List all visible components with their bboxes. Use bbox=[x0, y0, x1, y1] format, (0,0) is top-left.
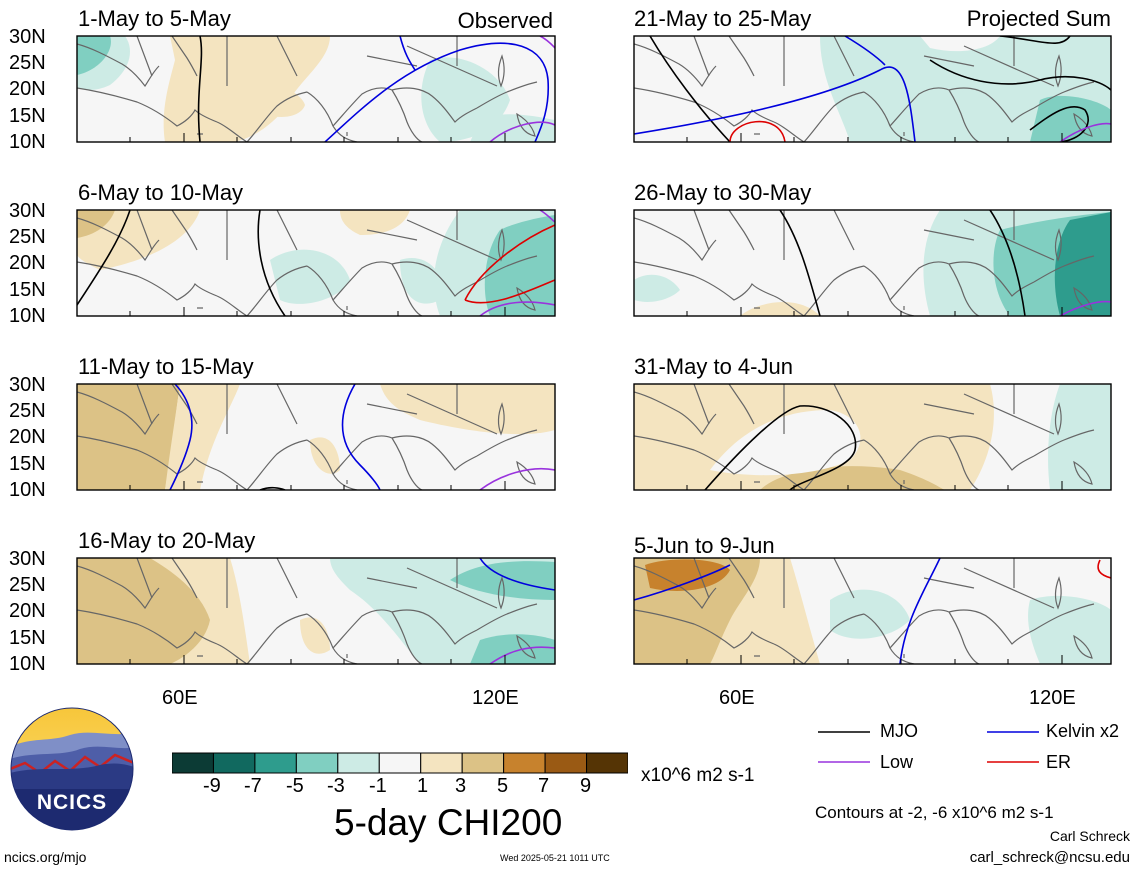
panel-map-4 bbox=[634, 210, 1111, 316]
legend-swatches-left bbox=[818, 731, 870, 763]
panel-title-5: 11-May to 15-May bbox=[78, 354, 254, 379]
colorbar-segment bbox=[503, 752, 546, 774]
colorbar-segment bbox=[586, 752, 628, 774]
panel-title-2: 21-May to 25-May bbox=[634, 6, 812, 31]
colorbar-segment bbox=[254, 752, 297, 774]
panel-map-7 bbox=[77, 558, 555, 664]
logo-text: NCICS bbox=[36, 791, 108, 814]
lat-label: 15N bbox=[9, 627, 46, 649]
source-url[interactable]: ncics.org/mjo bbox=[4, 849, 87, 865]
colorbar-segment bbox=[212, 752, 256, 774]
lat-label: 15N bbox=[9, 279, 46, 301]
lat-label: 15N bbox=[9, 105, 46, 127]
panel-map-3 bbox=[77, 210, 555, 316]
colorbar-segment bbox=[337, 752, 380, 774]
legend-kelvin: Kelvin x2 bbox=[1046, 721, 1120, 741]
lat-label: 25N bbox=[9, 226, 46, 248]
lon-label-120e-left: 120E bbox=[472, 687, 519, 709]
panel-map-6 bbox=[634, 384, 1111, 490]
legend-low: Low bbox=[880, 752, 914, 772]
colorbar-units: x10^6 m2 s-1 bbox=[641, 765, 755, 786]
colorbar-tick: 3 bbox=[455, 775, 467, 797]
lat-label: 30N bbox=[9, 374, 46, 396]
panel-tag-observed: Observed bbox=[457, 8, 553, 33]
author-email: carl_schreck@ncsu.edu bbox=[969, 849, 1130, 866]
legend-er: ER bbox=[1046, 752, 1072, 772]
panel-map-2 bbox=[634, 36, 1111, 142]
colorbar-segment bbox=[295, 752, 339, 774]
lat-label: 20N bbox=[9, 78, 46, 100]
lat-label: 30N bbox=[9, 200, 46, 222]
panel-title-8: 5-Jun to 9-Jun bbox=[634, 533, 775, 558]
colorbar-tick: 1 bbox=[417, 775, 429, 797]
lon-label-60e-right: 60E bbox=[719, 687, 755, 709]
panel-title-1: 1-May to 5-May bbox=[78, 6, 231, 31]
author-name: Carl Schreck bbox=[1049, 828, 1130, 844]
colorbar-tick: 9 bbox=[580, 775, 592, 797]
colorbar-segment bbox=[420, 752, 463, 774]
lon-label-60e-left: 60E bbox=[162, 687, 198, 709]
colorbar-segment bbox=[461, 752, 505, 774]
colorbar-tick: 7 bbox=[538, 775, 550, 797]
colorbar bbox=[172, 752, 628, 774]
colorbar-segment bbox=[544, 752, 588, 774]
colorbar-tick: 5 bbox=[497, 775, 509, 797]
panel-tag-projected: Projected Sum bbox=[966, 6, 1111, 31]
lat-label: 20N bbox=[9, 426, 46, 448]
legend-swatches-right bbox=[987, 731, 1039, 763]
colorbar-tick: -7 bbox=[244, 775, 262, 797]
lat-label: 30N bbox=[9, 548, 46, 570]
panel-title-3: 6-May to 10-May bbox=[78, 180, 244, 205]
logo-mountains-icon bbox=[10, 707, 134, 831]
lat-label: 25N bbox=[9, 400, 46, 422]
contours-note: Contours at -2, -6 x10^6 m2 s-1 bbox=[815, 803, 1054, 822]
panel-title-4: 26-May to 30-May bbox=[634, 180, 812, 205]
panel-map-8 bbox=[634, 558, 1111, 664]
lat-label: 30N bbox=[9, 26, 46, 48]
lat-label: 10N bbox=[9, 305, 46, 327]
panel-title-6: 31-May to 4-Jun bbox=[634, 354, 793, 379]
lat-label: 15N bbox=[9, 453, 46, 475]
timestamp: Wed 2025-05-21 1011 UTC bbox=[500, 853, 610, 863]
lat-label: 10N bbox=[9, 653, 46, 675]
lat-label: 10N bbox=[9, 479, 46, 501]
legend-mjo: MJO bbox=[880, 721, 918, 741]
colorbar-tick: -5 bbox=[286, 775, 304, 797]
panel-map-1 bbox=[77, 36, 555, 142]
colorbar-tick: -9 bbox=[203, 775, 221, 797]
panel-title-7: 16-May to 20-May bbox=[78, 528, 256, 553]
lat-label: 20N bbox=[9, 600, 46, 622]
colorbar-tick: -3 bbox=[327, 775, 345, 797]
panel-map-5 bbox=[77, 384, 555, 490]
lat-label: 25N bbox=[9, 574, 46, 596]
lat-label: 20N bbox=[9, 252, 46, 274]
colorbar-segment bbox=[378, 752, 422, 774]
lon-label-120e-right: 120E bbox=[1029, 687, 1076, 709]
lat-label: 25N bbox=[9, 52, 46, 74]
map-panels bbox=[76, 35, 1112, 665]
ncics-logo: NCICS bbox=[10, 707, 134, 831]
lat-label: 10N bbox=[9, 131, 46, 153]
colorbar-title: 5-day CHI200 bbox=[334, 802, 563, 843]
colorbar-segment bbox=[172, 752, 214, 774]
colorbar-tick: -1 bbox=[369, 775, 387, 797]
